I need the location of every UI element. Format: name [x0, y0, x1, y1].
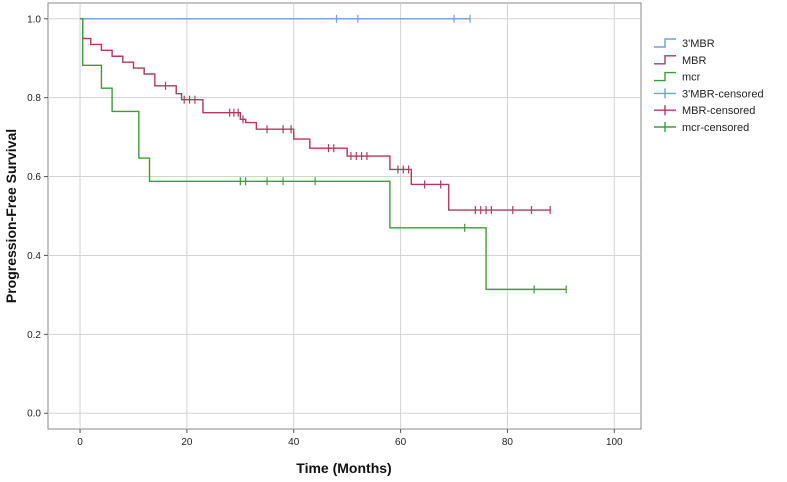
legend-step-swatch — [654, 71, 676, 82]
legend-step-swatch — [654, 55, 676, 65]
y-axis-ticks: 0.0 0.2 0.4 0.6 0.8 1.0 — [27, 14, 48, 420]
legend-label: 3'MBR-censored — [682, 88, 764, 100]
legend-item: mcr-censored — [654, 122, 749, 134]
x-tick-label: 0 — [77, 437, 83, 448]
x-tick-label: 20 — [181, 437, 193, 448]
legend-item: 3'MBR — [654, 38, 715, 50]
y-axis-label: Progression-Free Survival — [3, 129, 19, 303]
legend-item: MBR — [654, 55, 707, 67]
legend-label: 3'MBR — [682, 38, 715, 50]
series-line — [80, 18, 567, 291]
x-tick-label: 100 — [606, 437, 623, 448]
legend-label: MBR-censored — [682, 105, 755, 117]
legend-label: mcr-censored — [682, 122, 749, 134]
legend-item: mcr — [654, 72, 701, 84]
x-tick-label: 80 — [502, 437, 514, 448]
legend-step-swatch — [654, 38, 676, 48]
legend-label: mcr — [682, 72, 701, 84]
series-line — [80, 18, 551, 211]
x-axis-ticks: 0 20 40 60 80 100 — [77, 429, 623, 448]
x-axis-label: Time (Months) — [296, 460, 391, 476]
series-2 — [80, 18, 567, 294]
legend: 3'MBR MBR mcr 3'MBR-censored MBR-censored mcr… — [654, 38, 764, 134]
y-tick-label: 0.4 — [27, 251, 41, 262]
series-1 — [80, 18, 551, 215]
series-layer — [80, 14, 567, 294]
y-tick-label: 0.2 — [27, 330, 41, 341]
y-tick-label: 0.8 — [27, 93, 41, 104]
x-tick-label: 60 — [395, 437, 407, 448]
legend-label: MBR — [682, 55, 707, 67]
y-tick-label: 0.6 — [27, 172, 41, 183]
series-0 — [80, 14, 471, 23]
y-tick-label: 0.0 — [27, 409, 41, 420]
plot-area — [47, 2, 642, 430]
legend-item: 3'MBR-censored — [654, 88, 764, 100]
y-tick-label: 1.0 — [27, 14, 41, 25]
legend-item: MBR-censored — [654, 105, 755, 117]
x-tick-label: 40 — [288, 437, 300, 448]
